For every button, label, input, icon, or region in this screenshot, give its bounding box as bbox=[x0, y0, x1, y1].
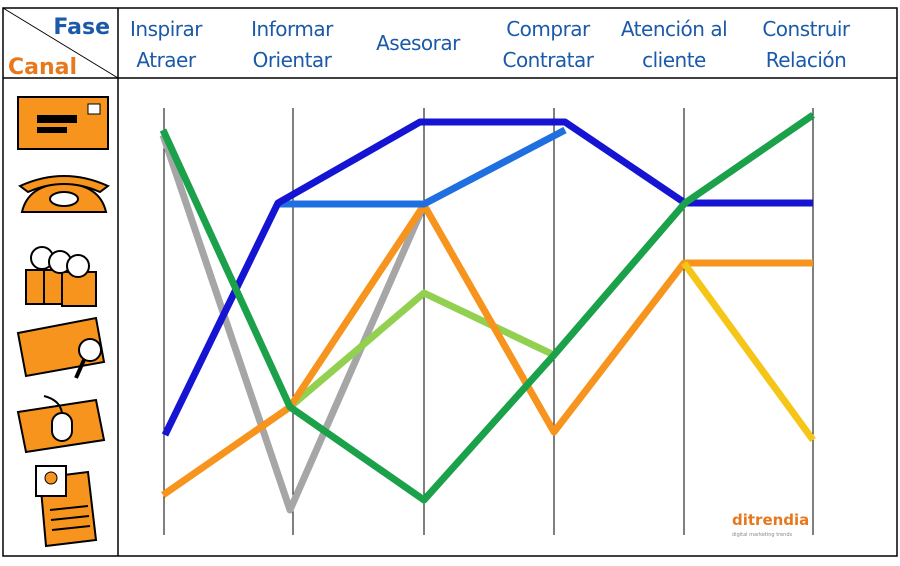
form-icon bbox=[35, 465, 98, 548]
phase-label-line: Informar bbox=[251, 17, 334, 41]
phase-label-line: Inspirar bbox=[130, 17, 203, 41]
journey-line bbox=[681, 260, 816, 443]
phase-label-line: Orientar bbox=[253, 48, 333, 72]
phone-icon bbox=[18, 175, 110, 213]
phase-label-line: Contratar bbox=[502, 48, 594, 72]
journey-line bbox=[161, 201, 813, 498]
phase-label-line: Comprar bbox=[506, 17, 591, 41]
search-icon bbox=[16, 316, 106, 379]
phase-label-line: Relación bbox=[766, 48, 847, 72]
agents-icon bbox=[25, 246, 97, 307]
mail-icon bbox=[17, 96, 109, 150]
channel-label: Canal bbox=[8, 55, 77, 80]
mouse-icon bbox=[16, 395, 106, 454]
frame bbox=[2, 7, 898, 557]
corner-diagonal bbox=[2, 7, 119, 79]
journey-line bbox=[161, 118, 813, 437]
phase-label-line: cliente bbox=[642, 48, 706, 72]
logo-name: ditrendia bbox=[732, 511, 809, 529]
journey-line bbox=[287, 289, 556, 410]
journey-line bbox=[159, 133, 428, 514]
phase-headers: Inspirar Atraer Informar Orientar Asesorar Co… bbox=[130, 17, 851, 72]
phase-label-line: Asesorar bbox=[376, 31, 461, 55]
journeys bbox=[159, 112, 816, 514]
phase-lines bbox=[163, 108, 814, 535]
phase-label: Fase bbox=[53, 15, 110, 40]
channel-icons bbox=[16, 96, 110, 548]
logo-tagline: digital marketing trends bbox=[732, 532, 793, 538]
phase-label-line: Construir bbox=[762, 17, 851, 41]
journey-line bbox=[159, 112, 815, 504]
journey-line bbox=[278, 126, 567, 208]
phase-label-line: Atención al bbox=[621, 17, 727, 41]
phase-label-line: Atraer bbox=[136, 48, 196, 72]
